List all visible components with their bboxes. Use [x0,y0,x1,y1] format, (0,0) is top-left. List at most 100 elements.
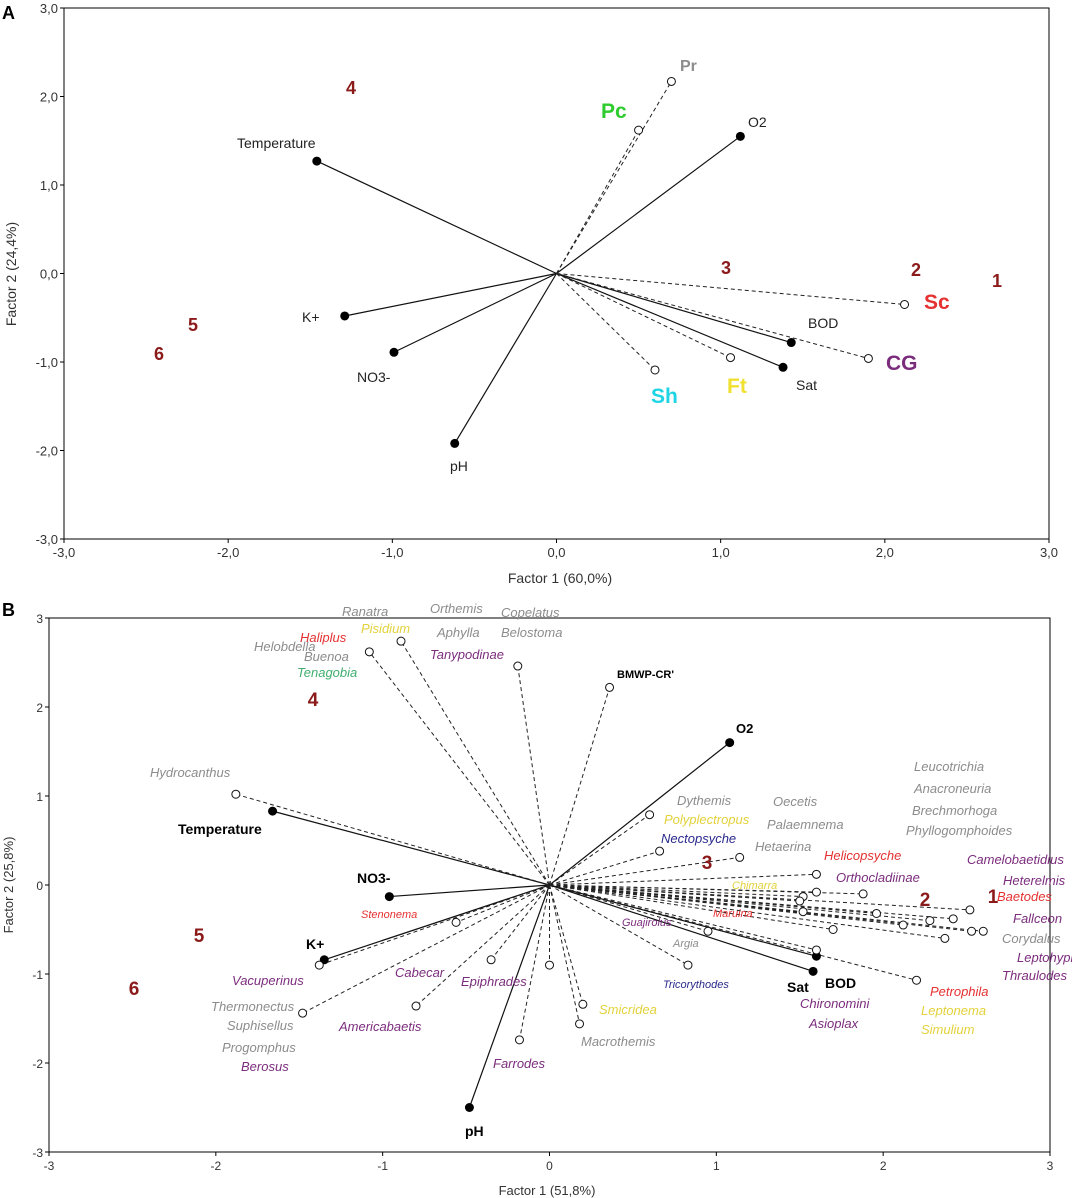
taxon-vector [518,884,550,1040]
taxon-point [948,914,958,924]
taxon-label: Anacroneuria [913,781,991,796]
y-tick-label: -2 [32,1057,43,1071]
x-tick-label: 1 [713,1159,720,1173]
taxon-vector [302,884,550,1014]
taxon-point [967,926,977,936]
taxon-label: Petrophila [930,984,989,999]
taxon-point [795,896,805,906]
taxon-vector [556,273,656,371]
variable-vector [549,742,731,886]
panel-a-labels: Factor 1 (60,0%) Factor 2 (24,4%) Temper… [3,58,1002,586]
variable-vector [549,884,817,957]
taxon-point [811,869,821,879]
taxon-label: Camelobaetidius [967,852,1064,867]
taxon-vector [549,884,834,930]
variable-point [735,131,745,141]
taxon-vector [556,273,731,359]
taxon-point [545,960,554,970]
y-tick-label: -3 [32,1146,43,1160]
taxon-point [298,1008,308,1018]
taxon-point [231,789,241,799]
variable-vector [272,810,550,886]
taxon-point [871,908,881,918]
taxon-vector [549,873,817,886]
taxon-point [811,945,821,955]
taxon-point [703,926,713,936]
x-tick-label: 1,0 [712,545,730,560]
variable-vector [344,272,557,317]
taxon-vector [400,640,550,886]
taxon-point [655,846,665,856]
taxon-point [314,960,324,970]
taxon-label: Hydrocanthus [150,765,231,780]
taxon-point [726,353,736,363]
x-tick-label: -1 [377,1159,388,1173]
panel-a-var-label-no3: NO3- [357,369,391,385]
taxon-point [828,925,838,934]
taxon-label: Macrothemis [581,1034,656,1049]
panel-b-var-label-no3: NO3- [357,870,391,886]
taxon-label: Vacuperinus [232,973,304,988]
y-tick-label: 0,0 [40,267,58,282]
variable-point [786,338,796,348]
panel-a-var-label-sat: Sat [796,377,817,393]
taxon-point [811,887,821,897]
taxon-label: Buenoa [304,649,349,664]
taxon-vector [549,814,650,886]
variable-point [268,806,278,816]
panel-b-y-axis-label: Factor 2 (25,8%) [1,837,16,934]
x-tick-label: 3 [1047,1159,1054,1173]
panel-a-var-label-k: K+ [302,309,320,325]
taxon-label: Helobdella [254,639,315,654]
taxon-vector [235,793,550,886]
x-tick-label: 0 [546,1159,553,1173]
taxon-label: Leptonema [921,1003,986,1018]
panel-b-labels: Factor 1 (51,8%) Factor 2 (25,8%) O2 Tem… [1,669,999,1198]
y-tick-label: 0 [36,879,43,893]
taxon-vector [549,850,660,886]
y-tick-label: 1 [36,790,43,804]
taxon-vector [319,884,550,966]
taxon-point [683,960,693,970]
taxon-label: Brechmorhoga [912,803,997,818]
panel-a-var-label-ph: pH [450,458,468,474]
taxon-point [513,661,523,671]
panel-b-axes: -3 -2 -1 0 1 2 3 -3 -2 -1 0 1 2 3 [32,612,1053,1173]
taxon-label: Cabecar [395,965,445,980]
panel-a-site-2: 2 [911,260,921,280]
taxon-label: Suphisellus [227,1018,294,1033]
taxon-vector [549,884,954,920]
taxon-label: Epiphrades [461,974,527,989]
panel-a-y-axis-label: Factor 2 (24,4%) [3,222,19,326]
panel-b-var-label-k: K+ [306,936,324,952]
panel-b-site-1: 1 [988,887,999,908]
x-tick-label: 2,0 [876,545,894,560]
taxon-vector [549,687,611,886]
taxon-vector [549,884,817,951]
x-tick-label: -2 [210,1159,221,1173]
variable-vector [549,884,814,972]
y-tick-label: 3 [36,612,43,626]
taxon-label: Polyplectropus [664,812,750,827]
y-tick-label: 2,0 [40,90,58,105]
taxon-label: Stenonema [361,909,417,921]
taxon-vector [549,884,804,913]
panel-a-site-3: 3 [721,258,731,278]
variable-vector [556,272,784,368]
taxon-vector [549,884,945,939]
variable-point [725,738,735,748]
taxon-point [965,905,975,915]
taxon-label: Leucotrichia [914,759,984,774]
panel-b-chart: -3 -2 -1 0 1 2 3 -3 -2 -1 0 1 2 3 Factor 1 (51,8%) Fa… [1,601,1072,1198]
panel-a-site-4: 4 [346,78,356,98]
panel-b-points [231,636,988,1112]
panel-a-var-label-bod: BOD [808,315,838,331]
taxon-label: Tanypodinae [430,647,504,662]
taxon-label: Orthemis [430,601,483,616]
y-tick-label: -2,0 [36,444,58,459]
taxon-vector [556,81,672,274]
taxon-point [451,917,461,927]
taxon-label: Aphylla [436,625,480,640]
panel-a-group-label-cg: CG [886,352,918,375]
taxon-label: Phyllogomphoides [906,823,1013,838]
